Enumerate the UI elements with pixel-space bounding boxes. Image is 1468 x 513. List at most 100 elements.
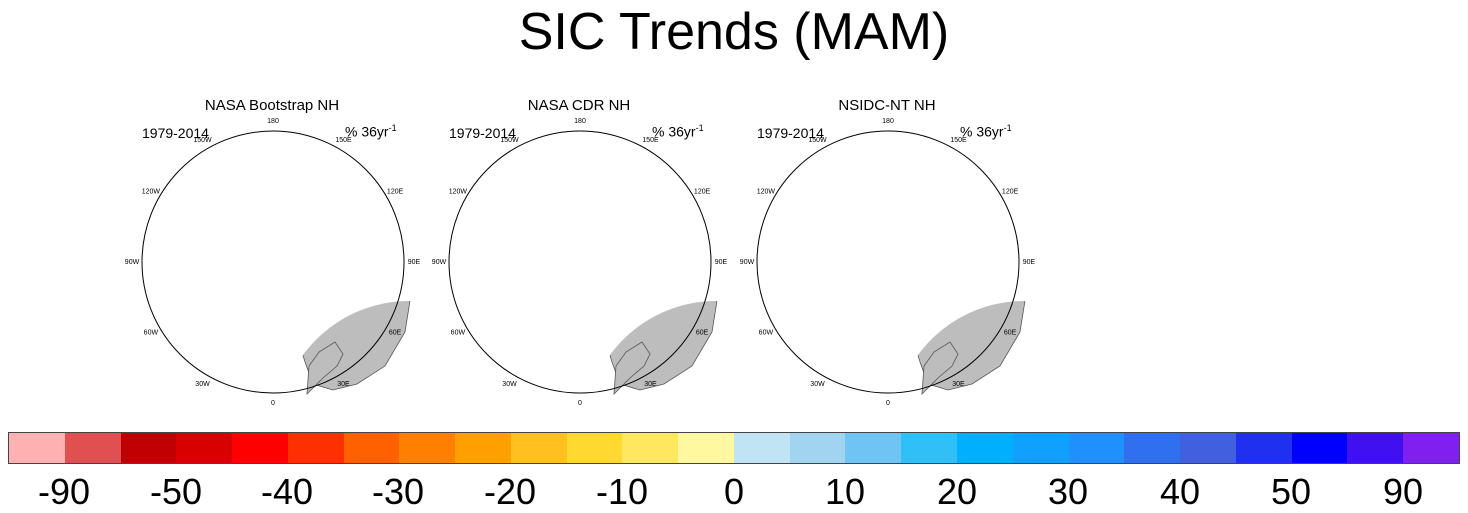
sic-trend-region [902,162,918,176]
land-mass [335,252,351,272]
longitude-label: 30E [644,381,657,388]
land-mass [802,222,830,246]
land-mass [921,341,959,396]
longitude-label: 90E [408,259,421,266]
longitude-label: 120E [1002,189,1019,196]
longitude-label: 30E [952,381,965,388]
colorbar-swatch [1403,433,1459,463]
longitude-label: 150W [808,137,827,144]
colorbar-label: -40 [260,471,314,512]
colorbar-swatch [957,433,1013,463]
longitude-label: 30W [810,381,825,388]
sic-trend-region [233,174,255,190]
sic-trend-region [848,174,870,190]
longitude-label: 60E [1004,330,1017,337]
sic-trend-region [574,248,598,274]
colorbar-swatch [455,433,511,463]
sic-trend-region [798,296,852,332]
sic-trend-region [518,318,550,342]
longitude-label: 0 [886,400,890,407]
colorbar [8,432,1460,464]
panel-units: % 36yr-1 [960,123,1012,140]
longitude-label: 60W [144,330,159,337]
map-panel-nsidc-nt: NSIDC-NT NH 1979-2014 % 36yr-1 180 150E 12… [740,92,1052,412]
panel-units: % 36yr-1 [652,123,704,140]
sic-trend-region [768,308,818,344]
longitude-label: 90W [740,259,755,266]
sic-trend-region [928,158,948,174]
longitude-label: 60W [759,330,774,337]
polar-map: 180 150E 120E 90E 60E 30E 0 30W 60W 90W 120W 150W [740,118,1036,407]
colorbar-label: 0 [723,471,745,512]
longitude-label: 30E [337,381,350,388]
panel-period: 1979-2014 [757,125,824,141]
colorbar-label: -20 [483,471,537,512]
sic-trend-region [548,206,612,284]
figure-title: SIC Trends (MAM) [518,3,950,61]
sic-trend-region [540,174,562,190]
land-mass [520,234,544,256]
sic-trend-region [510,182,550,204]
sic-trend-region [610,152,646,182]
colorbar-swatch [901,433,958,463]
longitude-label: 0 [578,400,582,407]
longitude-label: 90W [432,259,447,266]
longitude-label: 120E [387,189,404,196]
land-mass [950,252,966,272]
land-mass [828,234,852,256]
colorbar-swatch [287,433,344,463]
land-mass [239,252,261,272]
colorbar-label: -10 [595,471,649,512]
colorbar-swatch [176,433,233,463]
longitude-label: 90W [125,259,140,266]
colorbar-label: -90 [37,471,91,512]
sic-trend-region [313,301,359,318]
panel-period: 1979-2014 [142,125,209,141]
sic-trend-region [918,152,954,182]
colorbar-label: 10 [824,471,866,512]
sic-trend-region [882,248,906,274]
map-border [141,130,405,394]
map-border [448,130,712,394]
longitude-label: 60E [389,330,402,337]
land-mass [221,280,277,344]
land-mass [836,280,892,344]
colorbar-label: 50 [1270,471,1312,512]
colorbar-labels: -90 -50 -40 -30 -20 -10 0 10 20 30 40 50 90 [0,472,1468,512]
sic-trend-region [287,162,303,176]
land-mass [854,252,876,272]
sic-trend-region [818,182,858,204]
land-mass [546,252,568,272]
sic-trend-region [267,248,291,274]
longitude-label: 0 [271,400,275,407]
longitude-label: 60E [696,330,709,337]
longitude-label: 150E [642,137,659,144]
longitude-label: 120W [449,189,468,196]
map-border [756,130,1020,394]
colorbar-swatch [678,433,734,463]
longitude-label: 30W [195,381,210,388]
sic-trend-region [942,301,968,308]
land-mass [444,130,560,302]
panel-units: % 36yr-1 [345,123,397,140]
colorbar-swatch [399,433,456,463]
colorbar-swatch [1180,433,1236,463]
longitude-label: 30W [502,381,517,388]
longitude-label: 120W [142,189,161,196]
land-mass [752,130,868,302]
map-panel-bootstrap: NASA Bootstrap NH 1979-2014 % 36yr-1 180… [125,92,437,412]
sic-trend-region [460,308,510,344]
longitude-label: 150W [193,137,212,144]
sic-trend-region [856,206,920,284]
colorbar-swatch [64,433,121,463]
colorbar-swatch [733,433,790,463]
colorbar-swatch [1068,433,1125,463]
land-mass [137,130,253,302]
colorbar-label: 90 [1382,471,1424,512]
longitude-label: 180 [882,118,894,125]
longitude-label: 180 [267,118,279,125]
colorbar-swatch [1347,433,1404,463]
sic-trend-region [313,158,333,174]
longitude-label: 60W [451,330,466,337]
sic-trend-region [303,152,339,182]
